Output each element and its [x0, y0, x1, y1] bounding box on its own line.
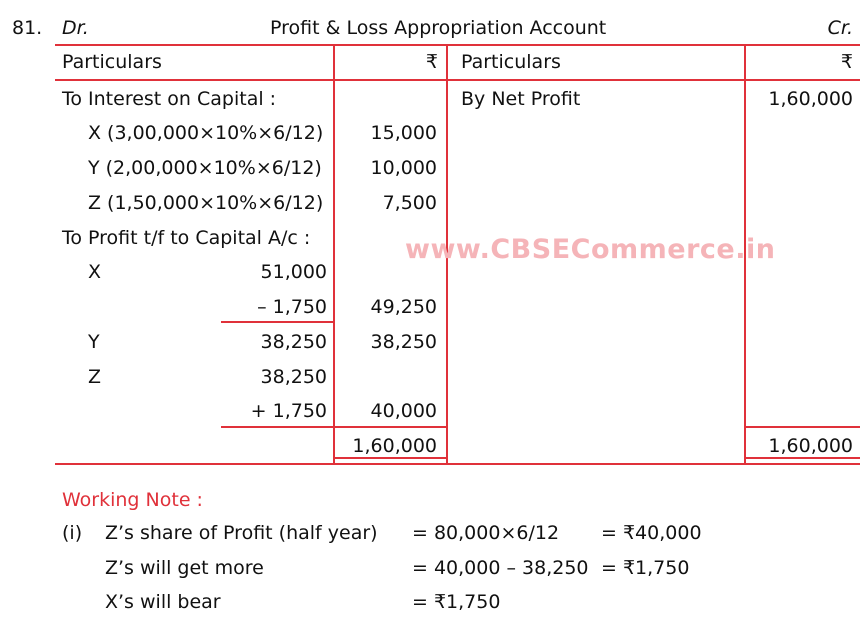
header-particulars-right: Particulars: [461, 51, 561, 73]
profit-label-z: Z: [88, 366, 102, 388]
subtotal-rule-z: [221, 426, 333, 428]
profit-label-y: Y: [88, 331, 100, 353]
profit-amount-z: 40,000: [370, 400, 437, 422]
working-note-heading: Working Note :: [62, 489, 203, 511]
total-double-rule-right: [744, 457, 860, 459]
profit-amount-y: 38,250: [370, 331, 437, 353]
dr-label: Dr.: [62, 17, 89, 39]
total-rule-top-left: [333, 426, 446, 428]
cr-label: Cr.: [827, 17, 853, 39]
table-top-rule: [55, 44, 860, 46]
note-calc-3: = ₹1,750: [412, 591, 501, 613]
interest-amount-y: 10,000: [370, 157, 437, 179]
interest-heading: To Interest on Capital :: [62, 88, 277, 110]
profit-sub-z: 38,250: [260, 366, 327, 388]
interest-label-z: Z (1,50,000×10%×6/12): [88, 192, 324, 214]
note-calc-2: = 40,000 – 38,250: [412, 557, 589, 579]
watermark: www.CBSECommerce.in: [405, 234, 776, 265]
note-result-2: = ₹1,750: [601, 557, 690, 579]
header-bottom-rule: [55, 79, 860, 81]
note-label-3: X’s will bear: [105, 591, 221, 613]
working-note-number: (i): [62, 522, 83, 544]
column-divider-1: [333, 44, 335, 465]
profit-sub-x: 51,000: [260, 261, 327, 283]
interest-label-x: X (3,00,000×10%×6/12): [88, 122, 324, 144]
column-divider-3: [744, 44, 746, 465]
account-title: Profit & Loss Appropriation Account: [270, 17, 607, 39]
interest-label-y: Y (2,00,000×10%×6/12): [88, 157, 322, 179]
profit-sub-x-adjust: – 1,750: [257, 296, 327, 318]
column-divider-2: [446, 44, 448, 465]
credit-total: 1,60,000: [768, 435, 853, 457]
profit-sub-y: 38,250: [260, 331, 327, 353]
question-number: 81.: [12, 17, 43, 39]
total-double-rule-left: [333, 457, 446, 459]
subtotal-rule-x: [221, 321, 333, 323]
interest-amount-z: 7,500: [382, 192, 437, 214]
interest-amount-x: 15,000: [370, 122, 437, 144]
note-label-1: Z’s share of Profit (half year): [105, 522, 378, 544]
header-rupee-left: ₹: [425, 51, 438, 73]
net-profit-label: By Net Profit: [461, 88, 581, 110]
note-calc-1: = 80,000×6/12: [412, 522, 560, 544]
net-profit-amount: 1,60,000: [768, 88, 853, 110]
profit-heading: To Profit t/f to Capital A/c :: [62, 227, 311, 249]
debit-total: 1,60,000: [352, 435, 437, 457]
total-rule-top-right: [744, 426, 860, 428]
profit-label-x: X: [88, 261, 102, 283]
profit-amount-x: 49,250: [370, 296, 437, 318]
profit-sub-z-adjust: + 1,750: [250, 400, 327, 422]
note-label-2: Z’s will get more: [105, 557, 264, 579]
table-bottom-rule: [55, 463, 860, 465]
header-particulars-left: Particulars: [62, 51, 162, 73]
header-rupee-right: ₹: [840, 51, 853, 73]
note-result-1: = ₹40,000: [601, 522, 702, 544]
